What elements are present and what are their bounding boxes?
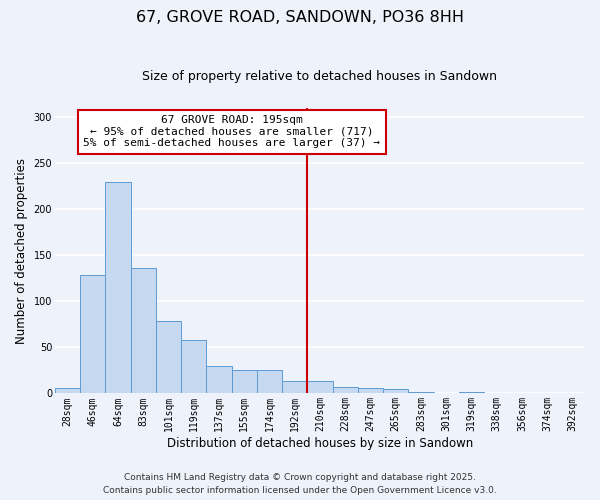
Bar — [232, 370, 257, 394]
Text: 67, GROVE ROAD, SANDOWN, PO36 8HH: 67, GROVE ROAD, SANDOWN, PO36 8HH — [136, 10, 464, 25]
X-axis label: Distribution of detached houses by size in Sandown: Distribution of detached houses by size … — [167, 437, 473, 450]
Bar — [106, 182, 131, 394]
Bar — [257, 370, 282, 394]
Bar — [307, 382, 332, 394]
Bar — [156, 320, 181, 394]
Bar — [282, 380, 307, 394]
Bar — [131, 268, 156, 394]
Bar — [358, 388, 383, 394]
Bar — [383, 389, 409, 394]
Text: Contains HM Land Registry data © Crown copyright and database right 2025.
Contai: Contains HM Land Registry data © Crown c… — [103, 474, 497, 495]
Bar — [409, 392, 434, 394]
Title: Size of property relative to detached houses in Sandown: Size of property relative to detached ho… — [142, 70, 497, 83]
Bar — [55, 388, 80, 394]
Bar — [206, 366, 232, 394]
Text: 67 GROVE ROAD: 195sqm
← 95% of detached houses are smaller (717)
5% of semi-deta: 67 GROVE ROAD: 195sqm ← 95% of detached … — [83, 115, 380, 148]
Bar — [80, 274, 106, 394]
Bar — [332, 387, 358, 394]
Bar — [459, 392, 484, 394]
Y-axis label: Number of detached properties: Number of detached properties — [15, 158, 28, 344]
Bar — [181, 340, 206, 394]
